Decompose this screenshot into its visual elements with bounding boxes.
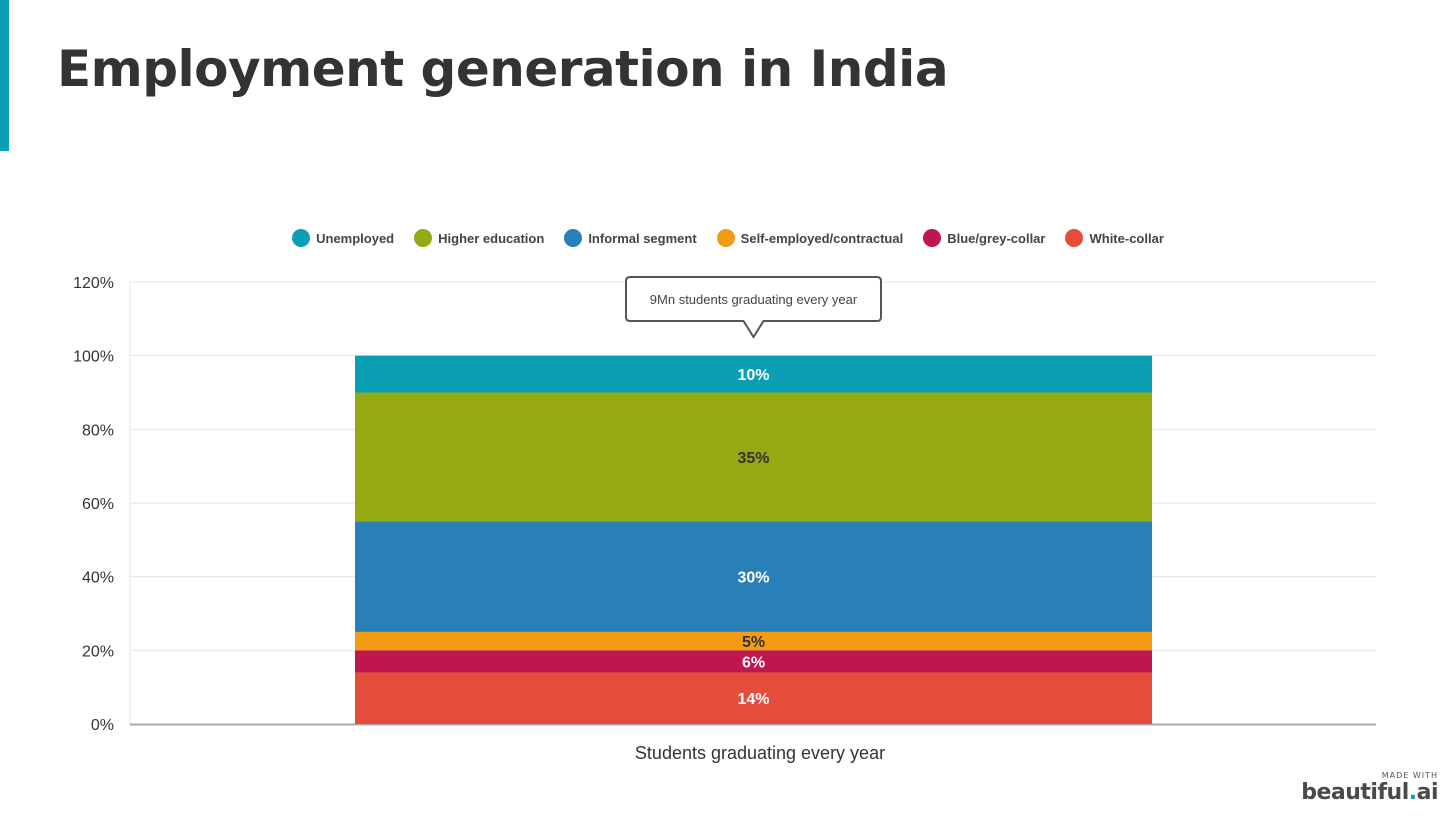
data-label-white-collar: 14% (737, 691, 769, 708)
legend-label: Higher education (438, 230, 545, 246)
bar-segment-white-collar (355, 672, 1152, 724)
y-tick-label: 80% (82, 422, 114, 439)
y-tick-label: 20% (82, 643, 114, 660)
bar-segment-unemployed (355, 355, 1152, 393)
legend-item-unemployed: Unemployed (292, 229, 394, 247)
brand-watermark: MADE WITH beautiful.ai (1301, 771, 1438, 805)
y-tick-label: 60% (82, 496, 114, 513)
legend-label: White-collar (1089, 230, 1164, 246)
legend-swatch (923, 229, 942, 247)
bar-segment-self-employed-contractual (355, 631, 1152, 651)
legend-swatch (414, 229, 433, 247)
legend-item-informal-segment: Informal segment (564, 229, 697, 247)
legend-item-blue-grey-collar: Blue/grey-collar (923, 229, 1045, 247)
legend-label: Blue/grey-collar (947, 230, 1046, 246)
y-tick-label: 100% (73, 349, 114, 366)
made-with-label: MADE WITH (1381, 771, 1438, 780)
legend-item-self-employed-contractual: Self-employed/contractual (716, 229, 904, 247)
legend-label: Unemployed (316, 230, 395, 246)
annotation-callout (625, 276, 882, 339)
data-label-blue-grey-collar: 6% (742, 654, 765, 671)
data-label-unemployed: 10% (737, 367, 769, 384)
page-title: Employment generation in India (57, 40, 949, 98)
y-tick-label: 40% (82, 570, 114, 587)
legend-item-white-collar: White-collar (1065, 229, 1164, 247)
legend-swatch (1065, 229, 1084, 247)
legend-swatch (564, 229, 583, 247)
brand-suffix: ai (1416, 780, 1439, 805)
brand-dot: . (1408, 780, 1417, 805)
annotation-text: 9Mn students graduating every year (650, 292, 858, 307)
legend-swatch (716, 229, 735, 247)
brand-logo: beautiful.ai (1301, 780, 1438, 805)
bar-segment-higher-education (355, 392, 1152, 522)
legend-item-higher-education: Higher education (414, 229, 544, 247)
data-label-self-employed-contractual: 5% (742, 634, 765, 651)
data-label-informal-segment: 30% (737, 570, 769, 587)
bar-segment-blue-grey-collar (355, 650, 1152, 673)
bar-segment-informal-segment (355, 521, 1152, 632)
data-label-higher-education: 35% (737, 450, 769, 467)
legend-label: Informal segment (588, 230, 697, 246)
chart-legend: Unemployed Higher education Informal segme… (0, 229, 1456, 247)
legend-label: Self-employed/contractual (740, 230, 904, 246)
y-tick-label: 120% (73, 275, 114, 292)
x-axis-category-label: Students graduating every year (635, 743, 885, 763)
legend-swatch (292, 229, 311, 247)
y-tick-label: 0% (91, 717, 114, 734)
brand-name: beautiful (1301, 780, 1409, 805)
accent-bar (0, 0, 9, 151)
